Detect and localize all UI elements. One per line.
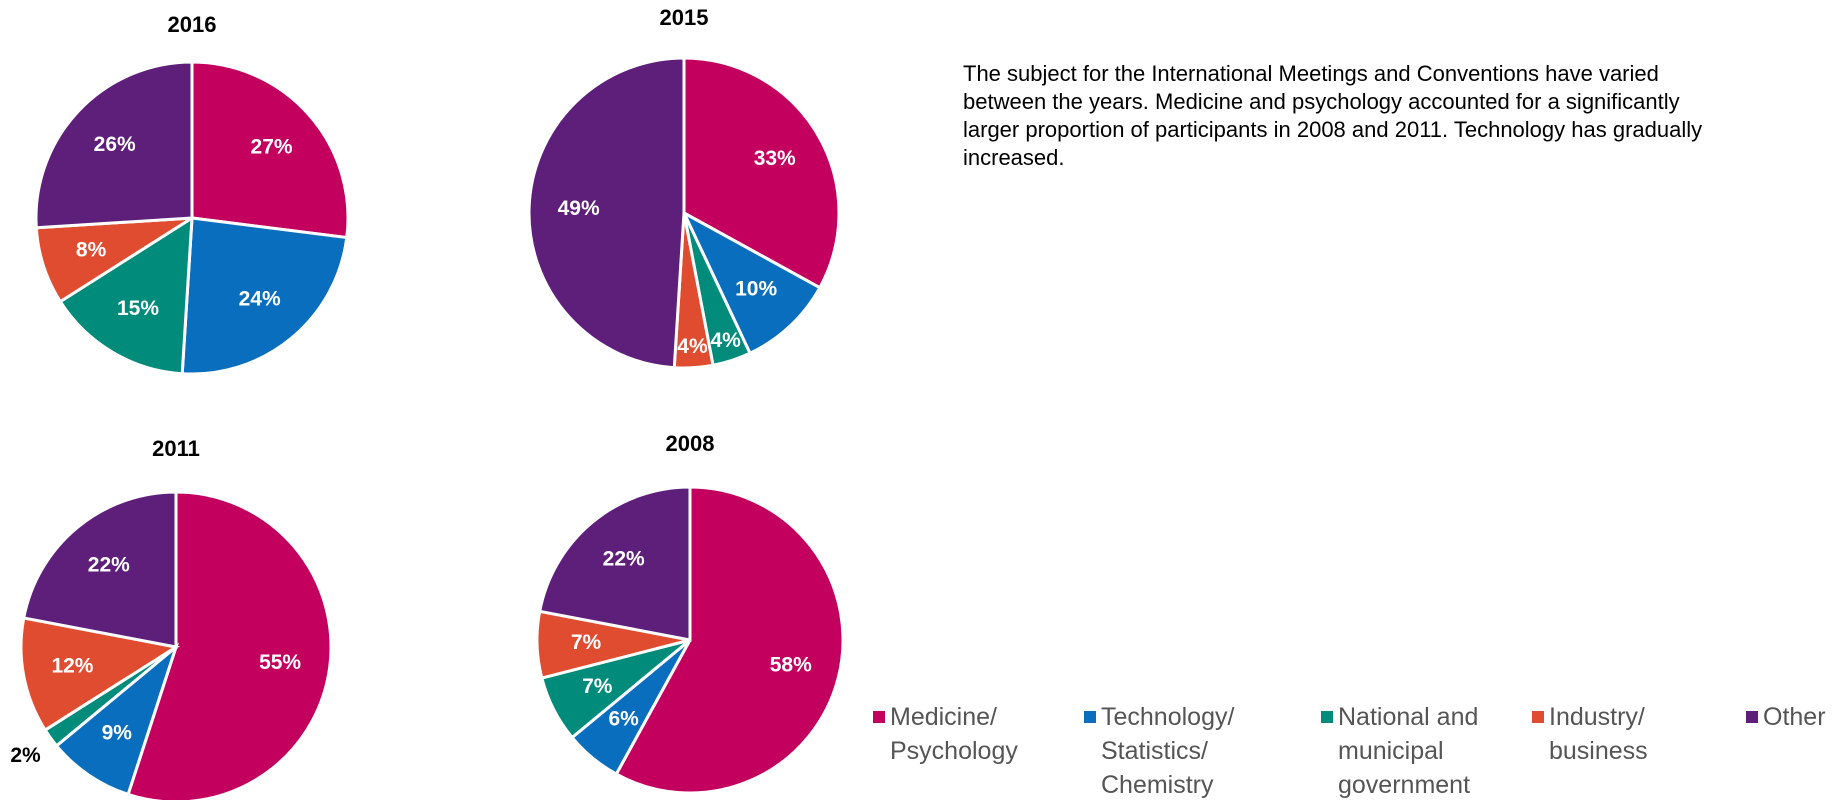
legend-swatch — [1532, 711, 1544, 723]
pie-slice — [682, 56, 841, 290]
data-label: 12% — [51, 654, 93, 677]
data-label: 58% — [770, 653, 812, 676]
pie-slice — [21, 490, 178, 649]
data-label: 24% — [239, 287, 281, 310]
data-label: 4% — [710, 329, 741, 352]
chart-title: 2016 — [168, 12, 217, 37]
data-label: 7% — [571, 631, 602, 654]
legend-label: Medicine/ Psychology — [890, 703, 1018, 765]
legend-swatch — [1321, 711, 1333, 723]
data-label: 10% — [735, 277, 777, 300]
legend-label: National and municipal government — [1338, 703, 1479, 799]
legend-label: Other — [1763, 703, 1826, 731]
data-label: 27% — [251, 135, 293, 158]
legend-item: National and municipal government — [1321, 700, 1513, 802]
data-label: 4% — [677, 335, 708, 358]
legend-item: Other — [1746, 700, 1837, 734]
data-label: 49% — [558, 197, 600, 220]
data-label: 9% — [102, 722, 133, 745]
data-label: 22% — [603, 547, 645, 570]
pie-slice — [180, 216, 349, 376]
data-label: 8% — [76, 238, 107, 261]
data-label: 7% — [582, 675, 613, 698]
data-label: 15% — [117, 297, 159, 320]
pie-slice — [19, 616, 181, 733]
pie-slice — [614, 485, 845, 795]
pie-slice — [527, 56, 686, 370]
legend-label: Technology/ Statistics/ Chemistry — [1101, 703, 1235, 799]
legend: Medicine/ Psychology Technology/ Statisti… — [0, 700, 1837, 800]
data-label: 2% — [10, 744, 41, 767]
pie-slice — [34, 60, 194, 230]
data-label: 6% — [609, 708, 640, 731]
legend-swatch — [1084, 711, 1096, 723]
description: The subject for the International Meetin… — [963, 61, 1703, 170]
data-label: 22% — [88, 553, 130, 576]
data-label: 26% — [94, 133, 136, 156]
pie-slice — [58, 215, 194, 376]
legend-swatch — [1746, 711, 1758, 723]
chart-title: 2011 — [152, 436, 200, 461]
legend-item: Medicine/ Psychology — [873, 700, 1050, 768]
chart-title: 2015 — [660, 5, 709, 30]
legend-swatch — [873, 711, 885, 723]
data-label: 33% — [754, 147, 796, 170]
chart-title: 2008 — [666, 431, 715, 456]
pie-slice — [537, 485, 692, 642]
pie-slice — [54, 642, 180, 797]
data-label: 55% — [259, 651, 301, 674]
legend-item: Technology/ Statistics/ Chemistry — [1084, 700, 1261, 802]
pie-slice — [680, 209, 822, 356]
legend-label: Industry/ business — [1549, 703, 1648, 765]
pie-slice — [190, 60, 350, 240]
legend-item: Industry/ business — [1532, 700, 1709, 768]
